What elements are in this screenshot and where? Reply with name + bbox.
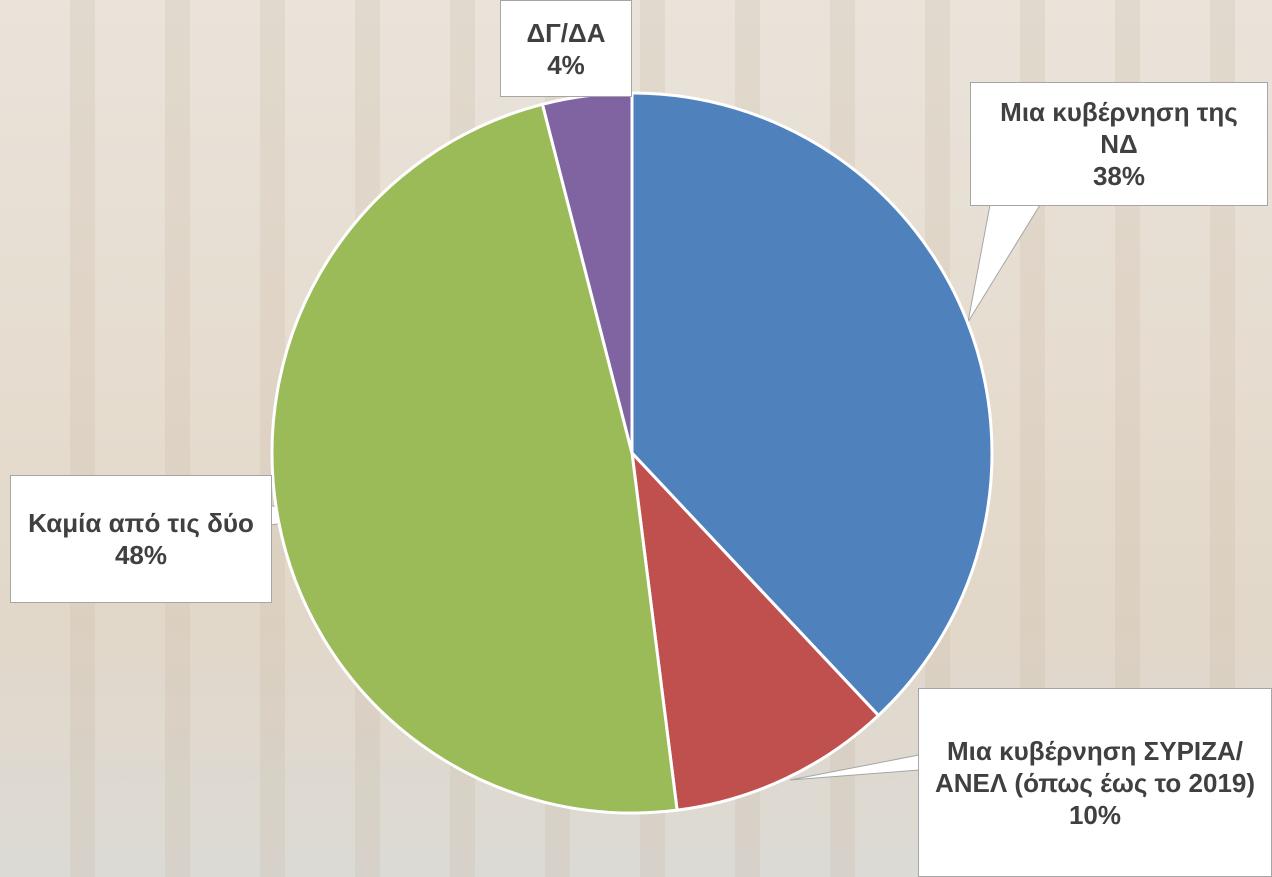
callout-pointer	[968, 205, 1040, 322]
value-label: 4%	[513, 49, 619, 81]
value-label: 48%	[23, 539, 259, 571]
data-label-box: Μια κυβέρνηση ΣΥΡΙΖΑ/ΑΝΕΛ (όπως έως το 2…	[918, 688, 1272, 877]
category-label: Μια κυβέρνηση της ΝΔ	[983, 96, 1255, 160]
category-label: ΔΓ/ΔΑ	[513, 17, 619, 49]
chart: Μια κυβέρνηση της ΝΔ38% Μια κυβέρνηση ΣΥΡ…	[0, 0, 1272, 877]
category-label: Καμία από τις δύο	[23, 507, 259, 539]
value-label: 10%	[931, 799, 1259, 831]
value-label: 38%	[983, 160, 1255, 192]
category-label: Μια κυβέρνηση ΣΥΡΙΖΑ/ΑΝΕΛ (όπως έως το 2…	[931, 735, 1259, 799]
